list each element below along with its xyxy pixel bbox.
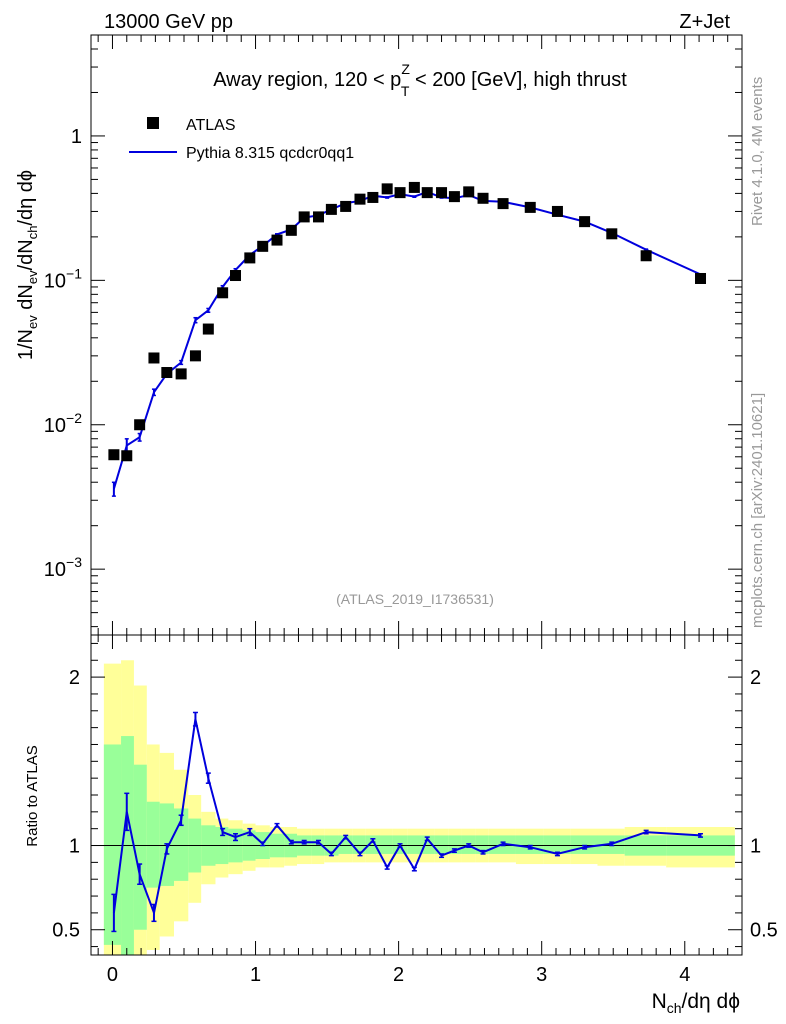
atlas-data-point — [340, 200, 352, 212]
ratio-inner-band — [407, 835, 422, 854]
plot-title: Away region, 120 < pZ T < 200 [GeV], high… — [213, 61, 627, 99]
main-data-layer — [108, 181, 707, 497]
atlas-data-point — [202, 323, 214, 335]
ratio-inner-band — [570, 835, 598, 854]
xlabel-main: N — [652, 990, 667, 1013]
atlas-data-point — [244, 252, 256, 264]
atlas-data-point — [285, 224, 297, 236]
main-y-tick-label: 10−3 — [44, 554, 82, 581]
atlas-data-point — [325, 203, 337, 215]
analysis-id: (ATLAS_2019_I1736531) — [336, 591, 494, 607]
ratio-ylabel: Ratio to ATLAS — [24, 745, 41, 846]
atlas-data-point — [257, 240, 269, 252]
x-tick-label: 2 — [393, 964, 404, 986]
main-axis-ticks: 10−3 10−2 10−1 1 — [44, 34, 743, 635]
atlas-data-point — [108, 449, 120, 461]
atlas-data-point — [354, 193, 366, 205]
atlas-data-point — [463, 186, 475, 198]
atlas-data-point — [497, 198, 509, 210]
atlas-data-point — [421, 187, 433, 199]
main-y-tick-label: 1 — [71, 126, 82, 148]
x-tick-label: 1 — [250, 964, 261, 986]
atlas-data-point — [394, 187, 406, 199]
x-tick-label: 4 — [679, 964, 690, 986]
atlas-data-point — [695, 272, 707, 284]
atlas-data-point — [271, 234, 283, 246]
atlas-data-point — [408, 181, 420, 193]
title-sub: T — [401, 83, 410, 99]
ratio-inner-band — [475, 835, 489, 854]
header-left: 13000 GeV pp — [104, 11, 233, 33]
atlas-data-point — [606, 228, 618, 240]
title-prefix: Away region, 120 < p — [213, 69, 401, 91]
x-axis-label: Nch/dη dϕ — [652, 990, 740, 1016]
ratio-inner-band — [434, 835, 449, 854]
ratio-inner-band — [543, 835, 571, 854]
ratio-inner-band — [133, 764, 147, 930]
ratio-series-layer — [111, 711, 704, 933]
atlas-data-point — [230, 270, 242, 282]
atlas-data-point — [121, 450, 133, 462]
ratio-y-tick-label-right: 2 — [750, 667, 761, 689]
title-sup: Z — [401, 61, 410, 77]
atlas-data-point — [134, 419, 146, 431]
xlabel-sub: ch — [667, 1000, 682, 1016]
ratio-axis-ticks: 0 1 2 3 4 0.5 0.5 1 1 2 2 — [52, 635, 778, 986]
mcplots-label: mcplots.cern.ch [arXiv:2401.10621] — [749, 393, 766, 628]
ratio-inner-band — [515, 835, 544, 854]
atlas-data-point — [189, 350, 201, 362]
ratio-y-tick-label: 1 — [69, 836, 80, 858]
legend-data-label: ATLAS — [186, 117, 236, 134]
atlas-data-point — [448, 191, 460, 203]
rivet-label: Rivet 4.1.0, 4M events — [749, 77, 766, 226]
header-right: Z+Jet — [679, 11, 730, 33]
atlas-data-point — [436, 187, 448, 199]
x-tick-label: 0 — [107, 964, 118, 986]
atlas-data-point — [312, 211, 324, 223]
title-suffix: < 200 [GeV], high thrust — [409, 69, 627, 91]
ratio-y-tick-label-right: 0.5 — [750, 920, 778, 942]
ratio-y-tick-label: 2 — [69, 667, 80, 689]
legend-data-marker — [147, 117, 159, 129]
atlas-data-point — [579, 216, 591, 228]
x-tick-label: 3 — [536, 964, 547, 986]
atlas-data-point — [381, 183, 393, 195]
atlas-data-point — [640, 250, 652, 262]
ratio-inner-band — [380, 835, 393, 854]
atlas-data-point — [524, 201, 536, 213]
main-y-tick-label: 10−1 — [44, 265, 82, 292]
ratio-panel: 0 1 2 3 4 0.5 0.5 1 1 2 2 Ratio to ATLAS Nch/dη dϕ — [24, 634, 778, 1016]
ratio-y-tick-label: 0.5 — [52, 920, 80, 942]
main-ylabel: 1/Nev dNev/dNch/dη dϕ — [15, 170, 40, 360]
atlas-data-point — [367, 191, 379, 203]
atlas-data-point — [298, 211, 310, 223]
atlas-data-point — [148, 352, 160, 364]
atlas-data-point — [161, 367, 173, 379]
atlas-data-point — [551, 205, 563, 217]
xlabel-rest: /dη dϕ — [682, 990, 740, 1013]
ratio-inner-band — [421, 835, 435, 854]
ratio-y-tick-label-right: 1 — [750, 836, 761, 858]
atlas-data-point — [175, 368, 187, 380]
ratio-band-layer — [91, 660, 742, 955]
atlas-data-point — [477, 192, 489, 204]
atlas-data-point — [217, 287, 229, 299]
ratio-inner-band — [103, 744, 122, 945]
main-panel: 10−3 10−2 10−1 1 Away region, 120 < pZ T < 2… — [15, 34, 743, 636]
main-y-tick-label: 10−2 — [44, 410, 82, 437]
legend-mc-label: Pythia 8.315 qcdcr0qq1 — [186, 145, 354, 162]
ratio-inner-band — [365, 835, 381, 854]
ratio-inner-band — [146, 801, 160, 888]
